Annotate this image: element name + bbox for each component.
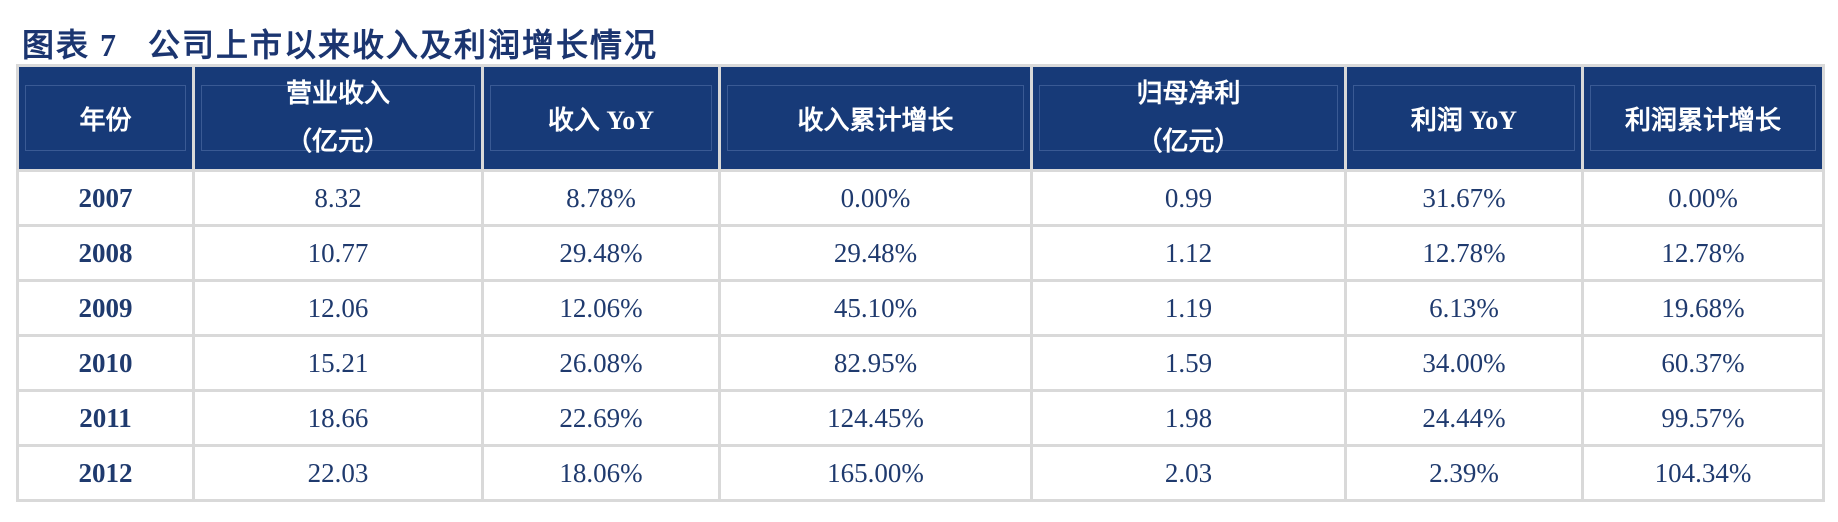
- cell-year: 2007: [16, 169, 195, 227]
- table-row: 2010 15.21 26.08% 82.95% 1.59 34.00% 60.37%: [16, 334, 1825, 392]
- revenue-profit-table: 年份 营业收入 （亿元） 收入 YoY 收入累计增长 归母净利 （亿元） 利润 YoY 利润累计…: [16, 64, 1825, 502]
- cell-net-profit: 2.03: [1030, 444, 1347, 502]
- header-cell-frame: 收入 YoY: [490, 85, 712, 151]
- header-profit-yoy: 利润 YoY: [1344, 64, 1584, 172]
- cell-year: 2009: [16, 279, 195, 337]
- header-cell-frame: 营业收入 （亿元）: [201, 79, 475, 156]
- cell-revenue: 12.06: [192, 279, 484, 337]
- cell-profit-cumulative-growth: 12.78%: [1581, 224, 1825, 282]
- cell-profit-yoy: 34.00%: [1344, 334, 1584, 392]
- cell-revenue-cumulative-growth: 29.48%: [718, 224, 1033, 282]
- header-net-profit: 归母净利 （亿元）: [1030, 64, 1347, 172]
- cell-revenue: 8.32: [192, 169, 484, 227]
- cell-revenue: 22.03: [192, 444, 484, 502]
- cell-profit-cumulative-growth: 0.00%: [1581, 169, 1825, 227]
- cell-year: 2008: [16, 224, 195, 282]
- cell-net-profit: 1.19: [1030, 279, 1347, 337]
- cell-revenue: 15.21: [192, 334, 484, 392]
- header-label: （亿元）: [1136, 127, 1241, 156]
- cell-net-profit: 1.12: [1030, 224, 1347, 282]
- cell-profit-yoy: 12.78%: [1344, 224, 1584, 282]
- cell-net-profit: 0.99: [1030, 169, 1347, 227]
- cell-revenue-cumulative-growth: 82.95%: [718, 334, 1033, 392]
- header-label: （亿元）: [285, 127, 390, 156]
- cell-revenue-cumulative-growth: 0.00%: [718, 169, 1033, 227]
- cell-profit-yoy: 31.67%: [1344, 169, 1584, 227]
- cell-net-profit: 1.98: [1030, 389, 1347, 447]
- cell-profit-cumulative-growth: 60.37%: [1581, 334, 1825, 392]
- cell-revenue-cumulative-growth: 124.45%: [718, 389, 1033, 447]
- header-revenue-yoy: 收入 YoY: [481, 64, 721, 172]
- cell-revenue-yoy: 8.78%: [481, 169, 721, 227]
- cell-revenue-yoy: 18.06%: [481, 444, 721, 502]
- cell-profit-yoy: 2.39%: [1344, 444, 1584, 502]
- cell-revenue-yoy: 12.06%: [481, 279, 721, 337]
- header-label: 营业收入: [285, 79, 390, 108]
- cell-net-profit: 1.59: [1030, 334, 1347, 392]
- header-cell-frame: 归母净利 （亿元）: [1039, 79, 1338, 156]
- cell-revenue-yoy: 22.69%: [481, 389, 721, 447]
- cell-revenue-cumulative-growth: 45.10%: [718, 279, 1033, 337]
- cell-revenue-yoy: 26.08%: [481, 334, 721, 392]
- header-profit-cumulative-growth: 利润累计增长: [1581, 64, 1825, 172]
- header-row: 年份 营业收入 （亿元） 收入 YoY 收入累计增长 归母净利 （亿元） 利润 YoY 利润累计…: [16, 64, 1825, 172]
- table-row: 2012 22.03 18.06% 165.00% 2.03 2.39% 104.34%: [16, 444, 1825, 502]
- cell-year: 2012: [16, 444, 195, 502]
- cell-profit-cumulative-growth: 19.68%: [1581, 279, 1825, 337]
- header-revenue-cumulative-growth: 收入累计增长: [718, 64, 1033, 172]
- cell-revenue: 18.66: [192, 389, 484, 447]
- cell-profit-cumulative-growth: 99.57%: [1581, 389, 1825, 447]
- header-label: 利润累计增长: [1624, 105, 1781, 135]
- cell-revenue-yoy: 29.48%: [481, 224, 721, 282]
- cell-profit-yoy: 24.44%: [1344, 389, 1584, 447]
- header-year: 年份: [16, 64, 195, 172]
- header-label: 利润 YoY: [1410, 105, 1518, 135]
- cell-revenue-cumulative-growth: 165.00%: [718, 444, 1033, 502]
- table-row: 2009 12.06 12.06% 45.10% 1.19 6.13% 19.68%: [16, 279, 1825, 337]
- header-cell-frame: 收入累计增长: [727, 85, 1024, 151]
- header-label: 归母净利: [1136, 79, 1241, 108]
- cell-year: 2011: [16, 389, 195, 447]
- header-cell-frame: 利润累计增长: [1590, 85, 1816, 151]
- table-row: 2011 18.66 22.69% 124.45% 1.98 24.44% 99.57%: [16, 389, 1825, 447]
- figure-title: 图表 7 公司上市以来收入及利润增长情况: [22, 27, 659, 63]
- header-label: 收入 YoY: [547, 105, 655, 135]
- table-row: 2008 10.77 29.48% 29.48% 1.12 12.78% 12.78%: [16, 224, 1825, 282]
- header-cell-frame: 利润 YoY: [1353, 85, 1575, 151]
- cell-year: 2010: [16, 334, 195, 392]
- header-label: 收入累计增长: [797, 105, 954, 135]
- header-cell-frame: 年份: [25, 85, 186, 151]
- table-row: 2007 8.32 8.78% 0.00% 0.99 31.67% 0.00%: [16, 169, 1825, 227]
- header-label: 年份: [79, 105, 132, 135]
- cell-profit-cumulative-growth: 104.34%: [1581, 444, 1825, 502]
- cell-profit-yoy: 6.13%: [1344, 279, 1584, 337]
- header-revenue: 营业收入 （亿元）: [192, 64, 484, 172]
- cell-revenue: 10.77: [192, 224, 484, 282]
